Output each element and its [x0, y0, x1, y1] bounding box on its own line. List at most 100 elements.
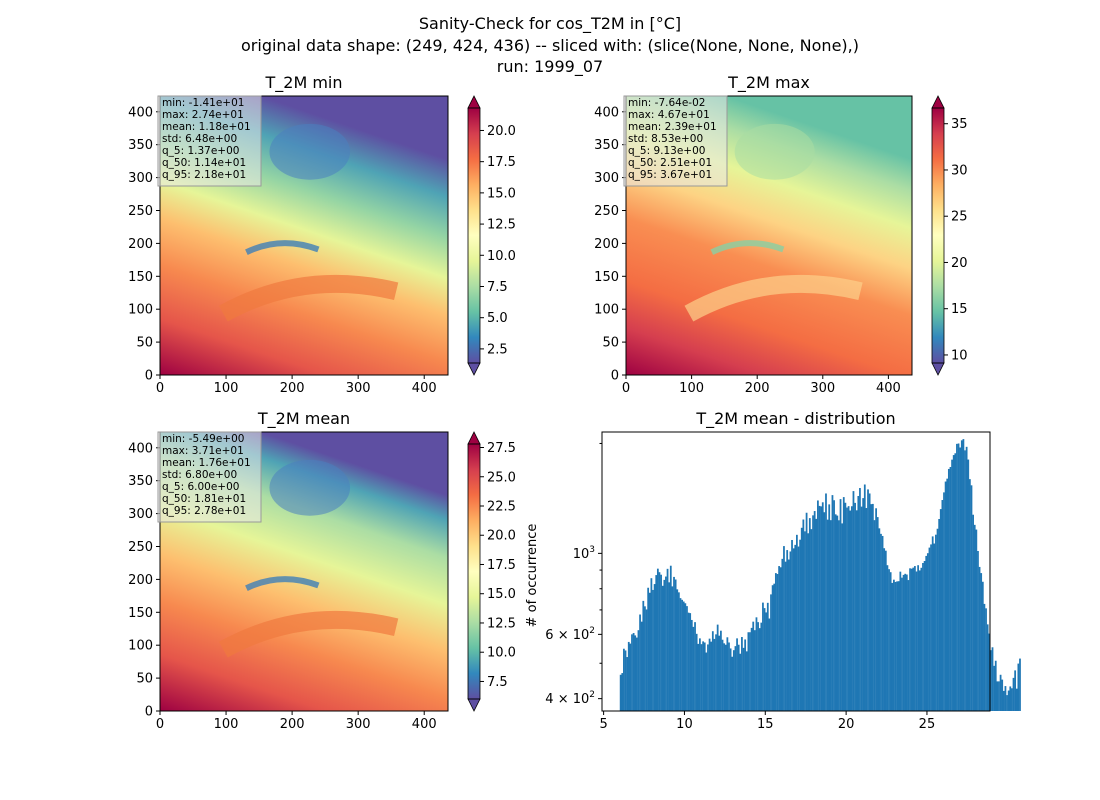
- colorbar-tick-label: 30: [951, 163, 968, 178]
- x-tick-label: 100: [214, 381, 239, 396]
- histogram-bar: [1002, 690, 1005, 711]
- histogram-bar: [737, 644, 740, 711]
- y-tick-label: 300: [594, 171, 619, 186]
- colorbar-frame: [467, 107, 481, 364]
- histogram-bar: [781, 558, 784, 711]
- histogram-bar: [836, 515, 839, 711]
- histogram-bar: [815, 518, 818, 711]
- histogram-bar: [939, 509, 942, 711]
- x-tick-label: 20: [838, 717, 855, 732]
- histogram-bar: [846, 507, 848, 711]
- histogram-bar: [713, 638, 716, 711]
- histogram-bar: [708, 638, 711, 711]
- histogram-bar: [820, 506, 823, 711]
- histogram-bar: [981, 581, 984, 711]
- histogram-bar: [720, 630, 722, 711]
- histogram-bar: [715, 634, 717, 711]
- histogram-bar: [1009, 686, 1012, 711]
- histogram-bar: [949, 467, 952, 711]
- histogram-bar: [653, 584, 656, 711]
- y-tick-label: 103: [573, 545, 595, 562]
- histogram-bar: [1012, 677, 1015, 711]
- histogram-bar: [762, 602, 764, 711]
- colorbar-tick-label: 10: [951, 348, 968, 363]
- colorbar-frame: [931, 107, 945, 364]
- histogram-bar: [650, 578, 653, 711]
- histogram-bar: [902, 574, 905, 711]
- colorbar-tick-label: 25: [951, 210, 968, 225]
- histogram-bar: [959, 447, 962, 711]
- histogram-bar: [863, 484, 866, 711]
- colorbar-extend-max: [467, 95, 481, 109]
- histogram-bar: [639, 614, 641, 711]
- alps-region: [245, 576, 320, 591]
- histogram-bar: [852, 491, 855, 711]
- y-tick-label: 250: [128, 204, 153, 219]
- alps-region: [245, 240, 320, 255]
- histogram-bar: [802, 519, 805, 711]
- colorbar: [932, 108, 944, 363]
- histogram-bar: [750, 627, 753, 711]
- histogram-bar: [768, 618, 771, 711]
- histogram-bar: [786, 550, 789, 711]
- stats-line: q_5: 6.00e+00: [162, 481, 239, 493]
- histogram-bar: [755, 617, 758, 711]
- stats-line: std: 6.48e+00: [162, 133, 237, 145]
- axes-frame: [601, 431, 991, 712]
- histogram-bar: [631, 634, 633, 711]
- histogram-bar: [914, 566, 916, 711]
- y-tick-label: 150: [128, 606, 153, 621]
- histogram-bar: [800, 527, 803, 711]
- histogram-bar: [804, 531, 806, 711]
- y-tick-label: 100: [594, 303, 619, 318]
- histogram-bar: [829, 520, 832, 711]
- histogram-bar: [826, 519, 829, 711]
- colorbar-tick-label: 2.5: [487, 342, 508, 357]
- histogram-bar: [891, 582, 894, 711]
- histogram-bar: [951, 459, 953, 711]
- histogram-bar: [700, 644, 703, 711]
- y-axis-label: # of occurrence: [525, 524, 540, 628]
- x-tick-label: 400: [876, 381, 901, 396]
- histogram-bar: [888, 569, 890, 711]
- histogram-bar: [647, 587, 650, 711]
- histogram-bar: [875, 508, 877, 711]
- colorbar-extend-max: [931, 95, 945, 109]
- histogram-bar: [825, 493, 827, 711]
- histogram-bar: [943, 492, 945, 711]
- histogram-bar: [758, 628, 761, 711]
- axes-frame: [159, 95, 449, 376]
- histogram-bar: [621, 673, 624, 711]
- histogram-bar: [849, 510, 852, 711]
- x-tick-label: 0: [622, 381, 630, 396]
- colorbar-tick-label: 20.0: [487, 124, 516, 139]
- histogram-bar: [817, 500, 819, 711]
- histogram-bar: [703, 642, 706, 711]
- y-tick-label: 400: [128, 105, 153, 120]
- y-tick-label: 400: [128, 441, 153, 456]
- colorbar-tick-label: 15: [951, 302, 968, 317]
- stats-box: [157, 95, 262, 187]
- histogram-bar: [731, 656, 734, 711]
- colorbar-tick-label: 35: [951, 117, 968, 132]
- y-tick-exponent: 2: [589, 690, 595, 700]
- histogram-bar: [884, 550, 887, 711]
- histogram-bar: [697, 643, 700, 711]
- histogram-bar: [707, 644, 709, 711]
- colorbar-tick-label: 17.5: [487, 558, 516, 573]
- histogram-bar: [933, 543, 936, 711]
- sea-region: [219, 274, 399, 322]
- y-tick-label: 150: [594, 270, 619, 285]
- panel-title: T_2M min: [264, 73, 342, 93]
- scandinavia-region: [269, 123, 351, 180]
- x-tick-label: 300: [346, 381, 371, 396]
- histogram-bar: [645, 609, 648, 711]
- histogram-bar: [724, 644, 727, 711]
- scandinavia-region: [734, 123, 815, 180]
- histogram-bar: [766, 602, 769, 711]
- histogram-bar: [699, 638, 701, 711]
- histogram-bar: [747, 632, 750, 711]
- histogram-bar: [859, 488, 861, 711]
- histogram-bar: [842, 497, 845, 711]
